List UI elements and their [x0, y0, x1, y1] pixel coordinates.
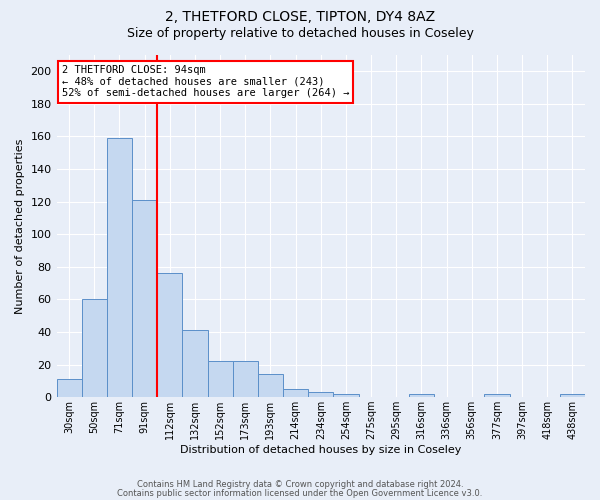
- Bar: [560, 394, 585, 397]
- Bar: [283, 389, 308, 397]
- Bar: [409, 394, 434, 397]
- Bar: [233, 362, 258, 397]
- Bar: [56, 379, 82, 397]
- Bar: [308, 392, 334, 397]
- Bar: [82, 300, 107, 397]
- Text: Contains public sector information licensed under the Open Government Licence v3: Contains public sector information licen…: [118, 488, 482, 498]
- Text: Contains HM Land Registry data © Crown copyright and database right 2024.: Contains HM Land Registry data © Crown c…: [137, 480, 463, 489]
- Bar: [132, 200, 157, 397]
- Bar: [182, 330, 208, 397]
- Bar: [208, 362, 233, 397]
- Bar: [258, 374, 283, 397]
- Bar: [484, 394, 509, 397]
- Bar: [107, 138, 132, 397]
- Y-axis label: Number of detached properties: Number of detached properties: [15, 138, 25, 314]
- Bar: [157, 274, 182, 397]
- Bar: [334, 394, 359, 397]
- X-axis label: Distribution of detached houses by size in Coseley: Distribution of detached houses by size …: [180, 445, 461, 455]
- Text: Size of property relative to detached houses in Coseley: Size of property relative to detached ho…: [127, 28, 473, 40]
- Text: 2, THETFORD CLOSE, TIPTON, DY4 8AZ: 2, THETFORD CLOSE, TIPTON, DY4 8AZ: [165, 10, 435, 24]
- Text: 2 THETFORD CLOSE: 94sqm
← 48% of detached houses are smaller (243)
52% of semi-d: 2 THETFORD CLOSE: 94sqm ← 48% of detache…: [62, 66, 349, 98]
